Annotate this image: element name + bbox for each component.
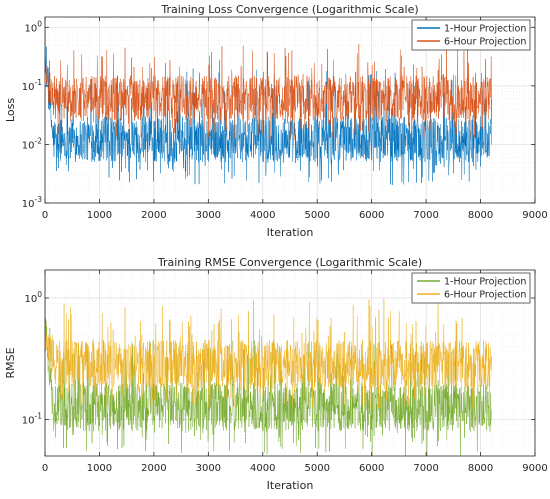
y-tick-base: 10 xyxy=(24,294,37,305)
x-axis-label: Iteration xyxy=(267,479,314,492)
x-tick-label: 1000 xyxy=(87,210,112,221)
x-tick-label: 2000 xyxy=(141,210,166,221)
y-tick-base: 10 xyxy=(24,23,37,34)
x-tick-label: 3000 xyxy=(196,210,221,221)
y-tick-base: 10 xyxy=(22,415,35,426)
series-line-2 xyxy=(45,43,492,141)
x-tick-label: 4000 xyxy=(250,463,275,474)
series-group xyxy=(45,22,492,186)
y-tick-label: 10-2 xyxy=(22,136,42,151)
x-tick-label: 5000 xyxy=(304,463,329,474)
x-tick-label: 9000 xyxy=(522,463,547,474)
series-line-2 xyxy=(45,298,492,410)
series-line-1 xyxy=(45,22,492,186)
x-tick-label: 9000 xyxy=(522,210,547,221)
legend-label: 1-Hour Projection xyxy=(444,277,526,288)
y-tick-base: 10 xyxy=(22,199,35,210)
x-tick-label: 8000 xyxy=(468,463,493,474)
y-tick-label: 100 xyxy=(24,290,42,305)
x-tick-label: 0 xyxy=(42,463,48,474)
y-tick-exponent: 0 xyxy=(37,290,42,299)
x-tick-label: 1000 xyxy=(87,463,112,474)
y-tick-exponent: -2 xyxy=(35,136,43,145)
legend-label: 6-Hour Projection xyxy=(444,290,526,301)
x-axis-label: Iteration xyxy=(267,226,314,239)
y-tick-exponent: -1 xyxy=(35,78,43,87)
x-tick-label: 2000 xyxy=(141,463,166,474)
x-tick-label: 8000 xyxy=(468,210,493,221)
legend-box xyxy=(411,19,531,51)
axes-box xyxy=(44,16,536,204)
y-axis-label: RMSE xyxy=(4,347,17,378)
x-tick-label: 7000 xyxy=(413,210,438,221)
y-tick-label: 10-3 xyxy=(22,195,42,210)
y-axis-label: Loss xyxy=(4,98,17,122)
y-tick-label: 100 xyxy=(24,19,42,34)
x-tick-label: 4000 xyxy=(250,210,275,221)
y-tick-exponent: 0 xyxy=(37,19,42,28)
chart-title: Training Loss Convergence (Logarithmic S… xyxy=(160,3,418,16)
chart-title: Training RMSE Convergence (Logarithmic S… xyxy=(157,256,422,269)
legend-label: 6-Hour Projection xyxy=(444,37,526,48)
y-tick-exponent: -1 xyxy=(35,411,43,420)
y-tick-exponent: -3 xyxy=(35,195,43,204)
legend-label: 1-Hour Projection xyxy=(444,24,526,35)
legend-box xyxy=(411,272,531,304)
series-group xyxy=(45,284,492,456)
y-tick-label: 10-1 xyxy=(22,411,42,426)
x-tick-label: 5000 xyxy=(304,210,329,221)
x-tick-label: 6000 xyxy=(359,210,384,221)
y-tick-base: 10 xyxy=(22,82,35,93)
panel-1: 0 1000 2000 3000 4000 5000 6000 7000 8000 900010-… xyxy=(4,3,548,239)
y-tick-label: 10-1 xyxy=(22,78,42,93)
legend: 1-Hour Projection 6-Hour Projection xyxy=(411,19,531,51)
panel-2: 0 1000 2000 3000 4000 5000 6000 7000 8000 900010-… xyxy=(4,256,548,492)
x-tick-label: 6000 xyxy=(359,463,384,474)
legend: 1-Hour Projection 6-Hour Projection xyxy=(411,272,531,304)
x-tick-label: 3000 xyxy=(196,463,221,474)
axes-box xyxy=(44,269,536,457)
series-line-1 xyxy=(45,284,492,456)
x-tick-label: 7000 xyxy=(413,463,438,474)
x-tick-label: 0 xyxy=(42,210,48,221)
y-tick-base: 10 xyxy=(22,140,35,151)
